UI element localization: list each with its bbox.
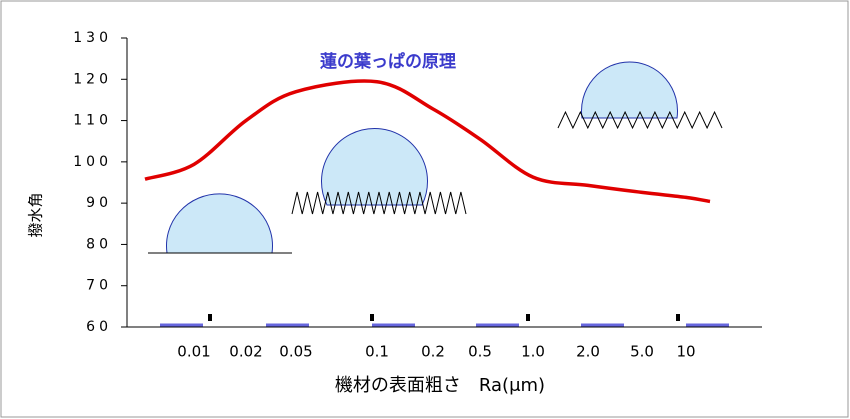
x-tick-label: 0.2 [421, 343, 445, 361]
chart: 蓮の葉っぱの原理 撥水角 機材の表面粗さ Ra(μm) 60 70 80 90 100 1… [0, 0, 850, 419]
y-axis-label: 撥水角 [27, 192, 45, 237]
y-tick-label: 120 [73, 71, 112, 87]
x-axis-label: 機材の表面粗さ Ra(μm) [335, 375, 545, 396]
x-tick-label: 10 [676, 343, 695, 361]
x-tick-label: 5.0 [630, 343, 654, 361]
y-tick-label: 60 [86, 319, 112, 335]
x-tick-label: 2.0 [576, 343, 600, 361]
y-tick-label: 70 [86, 278, 112, 294]
y-tick-label: 130 [73, 30, 112, 46]
x-tick-label: 0.02 [229, 343, 262, 361]
x-tick-label: 0.5 [468, 343, 492, 361]
chart-title: 蓮の葉っぱの原理 [320, 51, 456, 72]
x-tick-label: 0.05 [279, 343, 312, 361]
x-tick-label: 0.1 [365, 343, 389, 361]
y-tick-label: 100 [73, 154, 112, 170]
x-tick-label: 0.01 [177, 343, 210, 361]
y-tick-label: 90 [86, 195, 112, 211]
x-tick-label: 1.0 [521, 343, 545, 361]
y-tick-label: 80 [86, 236, 112, 252]
y-tick-label: 110 [73, 113, 112, 129]
